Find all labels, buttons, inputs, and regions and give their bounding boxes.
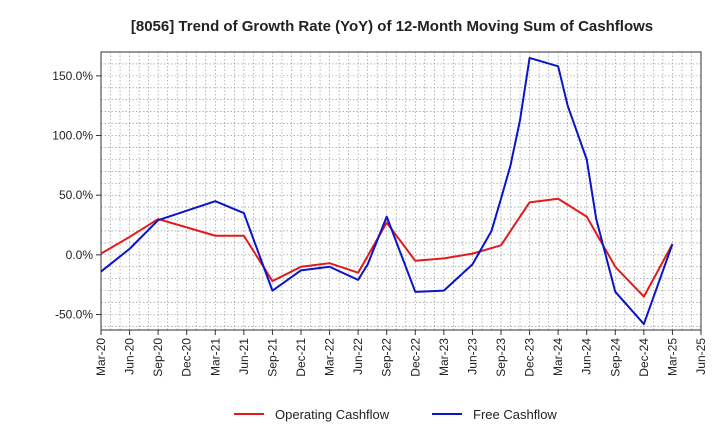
x-tick-label: Mar-25 bbox=[665, 338, 679, 376]
x-tick-label: Mar-21 bbox=[208, 338, 222, 376]
x-tick-label: Dec-22 bbox=[408, 338, 422, 377]
x-tick-label: Dec-21 bbox=[294, 338, 308, 377]
x-tick-label: Dec-20 bbox=[180, 338, 194, 377]
y-tick-label: 150.0% bbox=[52, 69, 93, 83]
x-tick-label: Mar-22 bbox=[323, 338, 337, 376]
legend-label: Operating Cashflow bbox=[275, 407, 390, 422]
x-tick-label: Dec-23 bbox=[523, 338, 537, 377]
x-tick-label: Jun-21 bbox=[237, 338, 251, 375]
x-tick-label: Jun-20 bbox=[123, 338, 137, 375]
x-tick-label: Sep-23 bbox=[494, 338, 508, 377]
x-tick-label: Mar-20 bbox=[94, 338, 108, 376]
x-tick-label: Sep-21 bbox=[265, 338, 279, 377]
plot-frame bbox=[100, 51, 702, 331]
y-tick-label: -50.0% bbox=[55, 307, 93, 321]
x-tick-label: Dec-24 bbox=[637, 338, 651, 377]
y-tick-label: 100.0% bbox=[52, 129, 93, 143]
legend-label: Free Cashflow bbox=[473, 407, 557, 422]
x-tick-label: Sep-20 bbox=[151, 338, 165, 377]
axes: -50.0% 0.0% 50.0% 100.0% 150.0% Mar-20 Jun-20 S… bbox=[52, 51, 708, 377]
series bbox=[100, 56, 674, 326]
series-line-operating-cashflow bbox=[100, 197, 674, 298]
x-tick-label: Sep-22 bbox=[380, 338, 394, 377]
legend: Operating Cashflow Free Cashflow bbox=[234, 407, 557, 422]
x-tick-label: Mar-24 bbox=[551, 338, 565, 376]
x-tick-label: Mar-23 bbox=[437, 338, 451, 376]
x-tick-label: Jun-23 bbox=[465, 338, 479, 375]
y-tick-label: 50.0% bbox=[59, 188, 93, 202]
series-line-free-cashflow bbox=[100, 56, 674, 326]
x-tick-label: Jun-22 bbox=[351, 338, 365, 375]
x-tick-label: Sep-24 bbox=[608, 338, 622, 377]
chart-title: [8056] Trend of Growth Rate (YoY) of 12-… bbox=[131, 18, 653, 35]
x-tick-label: Jun-24 bbox=[580, 338, 594, 375]
plot-area bbox=[101, 52, 701, 330]
y-tick-label: 0.0% bbox=[66, 248, 94, 262]
x-tick-label: Jun-25 bbox=[694, 338, 708, 375]
grid bbox=[101, 52, 701, 330]
